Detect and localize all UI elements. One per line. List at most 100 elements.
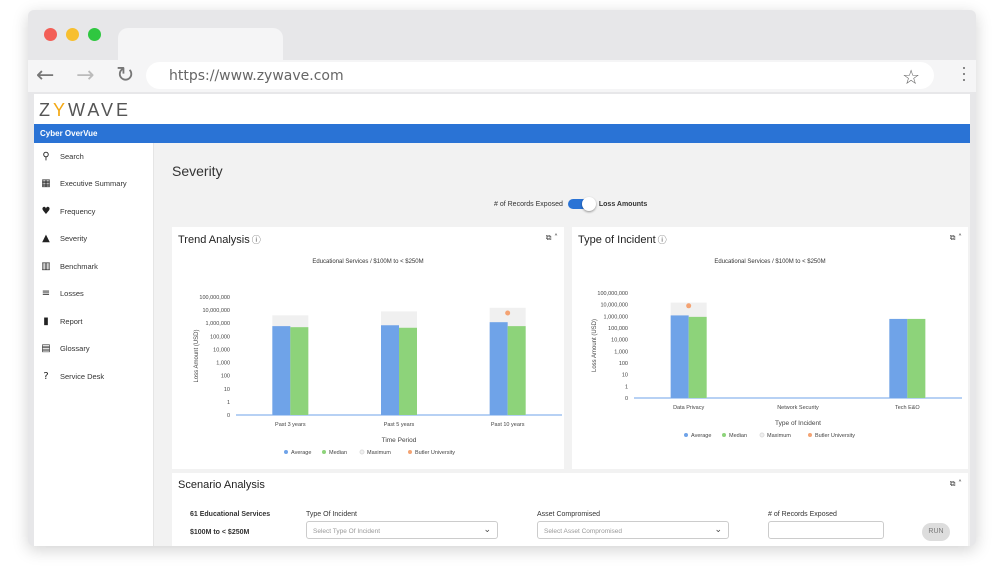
report-icon: ▮: [43, 315, 49, 327]
sidebar-item-frequency[interactable]: ♥ Frequency: [40, 204, 96, 218]
collapse-icon[interactable]: ˄: [958, 233, 962, 242]
records-exposed-label: # of Records Exposed: [768, 511, 837, 518]
browser-tab[interactable]: [118, 28, 283, 62]
legend-label: Median: [329, 450, 347, 456]
sidebar-item-report[interactable]: ▮ Report: [40, 314, 82, 328]
legend-label: Median: [729, 433, 747, 439]
x-axis-label: Type of Incident: [775, 420, 821, 427]
copy-icon[interactable]: ⧉: [545, 233, 552, 242]
card-title: Trend Analysis ⓘ: [178, 233, 261, 246]
book-icon: ▤: [41, 343, 51, 354]
y-axis-label: Loss Amount (USD): [194, 329, 200, 382]
browser-menu-icon[interactable]: · · ·: [961, 57, 967, 89]
y-tick-label: 10,000,000: [600, 303, 628, 309]
info-icon[interactable]: ⓘ: [251, 235, 261, 245]
browser-window: ← → ↻ https://www.zywave.com ☆ · · · ZYWAV…: [28, 10, 976, 546]
y-tick-label: 1,000: [216, 361, 230, 367]
incident-chart: Educational Services / $100M to < $250M 0…: [592, 259, 962, 439]
legend-marker: [359, 449, 365, 455]
y-tick-label: 0: [625, 396, 628, 402]
collapse-icon[interactable]: ˄: [958, 479, 962, 488]
address-row: ← → ↻ https://www.zywave.com ☆ · · ·: [28, 57, 976, 92]
card-controls: ⧉ ˄: [546, 233, 558, 243]
y-tick-label: 10: [224, 387, 230, 393]
sidebar-item-losses[interactable]: ≡ Losses: [40, 287, 84, 301]
y-tick-label: 100: [619, 361, 628, 367]
bookmark-star-icon[interactable]: ☆: [902, 65, 920, 89]
sidebar-item-glossary[interactable]: ▤ Glossary: [40, 342, 90, 356]
legend-marker: [408, 450, 412, 454]
bar-chart-icon: ▥: [41, 260, 51, 272]
sidebar-item-label: Service Desk: [60, 371, 105, 381]
y-tick-label: 1: [227, 400, 230, 406]
x-tick-label: Past 3 years: [275, 422, 306, 428]
info-icon[interactable]: ⓘ: [657, 235, 667, 245]
x-tick-label: Network Security: [777, 405, 819, 411]
sidebar-item-executive-summary[interactable]: ▦ Executive Summary: [40, 177, 126, 191]
sidebar-item-severity[interactable]: ▲ Severity: [40, 232, 87, 246]
help-icon: ?: [43, 370, 49, 382]
legend-label: Average: [291, 450, 311, 456]
asset-compromised-label: Asset Compromised: [537, 511, 601, 518]
card-title: Type of Incident ⓘ: [578, 233, 667, 246]
legend-marker: [322, 450, 326, 454]
sidebar-item-label: Glossary: [60, 344, 90, 353]
run-button[interactable]: RUN: [922, 523, 950, 541]
legend-label: Butler University: [815, 433, 855, 439]
copy-icon[interactable]: ⧉: [949, 233, 956, 242]
collapse-icon[interactable]: ˄: [554, 233, 558, 242]
asset-compromised-select[interactable]: Select Asset Compromised ⌄: [537, 521, 729, 539]
back-arrow-icon[interactable]: ←: [36, 63, 55, 88]
y-tick-label: 1: [625, 384, 628, 390]
sidebar-item-label: Benchmark: [60, 261, 98, 271]
url-text: https://www.zywave.com: [169, 68, 344, 84]
scenario-revenue: $100M to < $250M: [190, 529, 250, 536]
reload-icon[interactable]: ↻: [116, 63, 135, 88]
sidebar-item-label: Severity: [60, 234, 88, 243]
y-tick-label: 100,000,000: [597, 291, 628, 297]
chevron-down-icon: ⌄: [714, 525, 722, 535]
metric-toggle-switch[interactable]: [567, 197, 596, 211]
y-axis-label: Loss Amount (USD): [592, 319, 598, 372]
maximize-window-dot[interactable]: [88, 28, 101, 41]
trend-title: Trend Analysis: [178, 234, 250, 246]
search-icon: ⚲: [42, 150, 50, 162]
bar-median: [290, 327, 309, 415]
sidebar-item-label: Search: [60, 151, 84, 161]
close-window-dot[interactable]: [44, 28, 57, 41]
scenario-analysis-card: Scenario Analysis ⧉ ˄ 61 Educational Ser…: [172, 473, 968, 546]
incident-title: Type of Incident: [578, 234, 656, 246]
sidebar-item-search[interactable]: ⚲ Search: [40, 149, 84, 163]
copy-icon[interactable]: ⧉: [949, 479, 956, 488]
y-tick-label: 0: [227, 413, 230, 419]
toggle-right-label[interactable]: Loss Amounts: [598, 200, 648, 208]
url-bar[interactable]: https://www.zywave.com ☆: [146, 62, 934, 89]
y-tick-label: 100: [221, 374, 230, 380]
bar-average: [381, 325, 399, 415]
legend-marker: [284, 450, 288, 454]
toggle-knob[interactable]: [581, 197, 596, 211]
minimize-window-dot[interactable]: [66, 28, 79, 41]
x-axis-label: Time Period: [382, 437, 417, 444]
y-tick-label: 100,000: [608, 326, 628, 332]
bar-average: [670, 315, 689, 398]
type-of-incident-card: Type of Incident ⓘ ⧉ ˄ Educational Servic…: [572, 227, 968, 469]
chevron-down-icon: ⌄: [483, 525, 491, 535]
toggle-left-label[interactable]: # of Records Exposed: [494, 200, 563, 208]
chart-title: Educational Services / $100M to < $250M: [312, 259, 423, 265]
legend-marker: [684, 433, 688, 437]
legend-label: Average: [691, 433, 711, 439]
legend-label: Maximum: [767, 433, 791, 439]
records-exposed-input[interactable]: [768, 521, 884, 539]
y-tick-label: 100,000,000: [199, 295, 230, 301]
forward-arrow-icon[interactable]: →: [76, 63, 95, 88]
card-controls: ⧉ ˄: [950, 233, 962, 243]
list-icon: ≡: [41, 288, 51, 299]
scenario-count: 61 Educational Services: [190, 511, 271, 518]
sidebar-item-label: Frequency: [60, 206, 96, 216]
sidebar-item-service-desk[interactable]: ? Service Desk: [40, 369, 104, 383]
type-of-incident-select[interactable]: Select Type Of Incident ⌄: [306, 521, 498, 539]
x-tick-label: Past 10 years: [491, 422, 525, 428]
sidebar-item-benchmark[interactable]: ▥ Benchmark: [40, 259, 98, 273]
y-tick-label: 100,000: [210, 334, 230, 340]
